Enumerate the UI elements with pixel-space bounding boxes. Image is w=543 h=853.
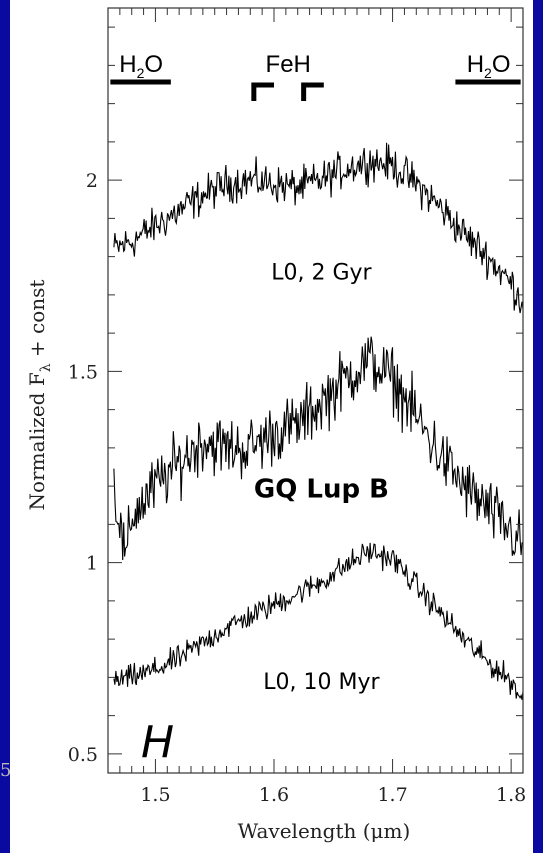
series-annotation: L0, 2 Gyr — [271, 261, 372, 286]
series-layer — [113, 142, 524, 700]
x-tick-label: 1.6 — [259, 784, 289, 806]
y-axis-title: Normalized Fλ + const — [25, 280, 54, 511]
y-tick-label: 2 — [86, 170, 98, 192]
spectrum-chart: 1.5 1.6 1.7 1.8 0.5 1 1.5 2 H2O FeH H2O L0, 2 Gyr… — [25, 7, 526, 843]
x-tick-label: 1.5 — [140, 784, 170, 806]
spectrum-line — [113, 142, 524, 314]
plot-frame — [107, 7, 524, 774]
feh-bracket — [251, 82, 274, 101]
band-label: H — [141, 717, 174, 768]
y-tick-label: 0.5 — [68, 744, 98, 766]
feature-layer: H2O FeH H2O — [110, 51, 521, 101]
y-tick-label: 1.5 — [68, 361, 98, 383]
feh-bracket — [301, 82, 324, 101]
x-tick-label: 1.7 — [377, 784, 407, 806]
series-annotation: L0, 10 Myr — [263, 670, 380, 695]
y-tick-label: 1 — [86, 553, 98, 575]
feature-label: H2O — [467, 51, 511, 81]
feature-label: FeH — [266, 51, 311, 78]
clipped-edge-text: 5 — [0, 760, 12, 781]
x-tick-label: 1.8 — [496, 784, 526, 806]
feature-label: H2O — [119, 51, 163, 81]
series-annotation: GQ Lup B — [254, 475, 389, 505]
spectrum-line — [113, 336, 524, 561]
axes-layer: 1.5 1.6 1.7 1.8 0.5 1 1.5 2 — [68, 7, 526, 806]
annotation-layer: L0, 2 Gyr GQ Lup B L0, 10 Myr — [254, 261, 389, 695]
x-axis-title: Wavelength (μm) — [238, 819, 411, 843]
spectrum-line — [113, 542, 524, 700]
figure-panel: 1.5 1.6 1.7 1.8 0.5 1 1.5 2 H2O FeH H2O L0, 2 Gyr… — [10, 0, 533, 853]
